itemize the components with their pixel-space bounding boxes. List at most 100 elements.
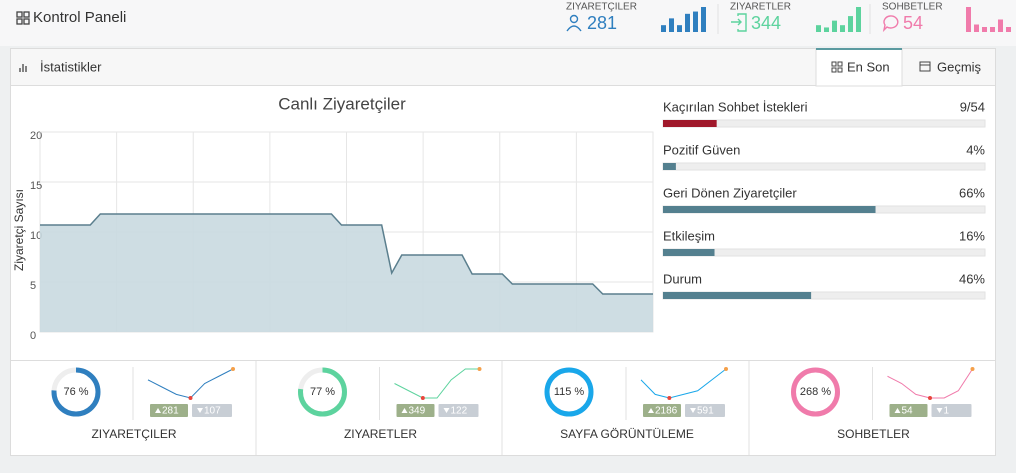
progress-label: Etkileşim [663, 228, 715, 243]
sparkline-last [724, 367, 728, 371]
stat-bar [966, 7, 971, 32]
progress-label: Pozitif Güven [663, 142, 740, 157]
down-value: 107 [204, 406, 221, 417]
y-axis-label: Ziyaretçi Sayısı [12, 189, 26, 271]
up-badge [643, 404, 681, 417]
sparkline-last [970, 367, 975, 371]
progress-label: Geri Dönen Ziyaretçiler [663, 185, 797, 200]
tab[interactable]: Geçmiş [937, 59, 982, 74]
down-value: 591 [697, 406, 714, 417]
sparkline [394, 368, 480, 399]
progress-bar [663, 292, 812, 299]
progress-bar [663, 206, 876, 213]
up-arrow [401, 408, 408, 413]
stat-bar [669, 18, 674, 32]
sparkline-min [667, 396, 672, 400]
stat-bar [998, 19, 1003, 32]
progress-label: Kaçırılan Sohbet İstekleri [663, 99, 808, 114]
donut [544, 367, 594, 417]
card-label: ZIYARETLER [344, 427, 417, 441]
y-tick-label: 0 [30, 330, 36, 342]
up-badge [396, 404, 435, 417]
progress-value: 16% [959, 228, 985, 243]
sparkline-min [928, 396, 932, 400]
tab[interactable]: En Son [847, 59, 890, 74]
sparkline-min [420, 396, 425, 400]
stat-bar [832, 20, 837, 32]
up-value: 281 [162, 406, 179, 417]
chart-title: Canlı Ziyaretçiler [278, 94, 406, 113]
stat-bar [701, 7, 706, 32]
stat-bar [661, 25, 666, 32]
stat-label: ZIYARETÇILER [566, 2, 637, 13]
progress-value: 9/54 [960, 99, 985, 114]
down-badge [685, 404, 725, 417]
sparkline-min [188, 396, 193, 400]
y-tick-label: 15 [30, 180, 42, 192]
up-arrow [155, 408, 161, 413]
page-title: Kontrol Paneli [33, 9, 126, 26]
dashboard-icon [16, 11, 30, 25]
stat-value: 344 [751, 13, 781, 33]
stat-bar [990, 27, 995, 32]
top-bar [0, 0, 1016, 46]
stat-bar [1006, 27, 1011, 32]
stat-label: SOHBETLER [882, 2, 943, 13]
down-badge [931, 404, 972, 417]
down-value: 122 [451, 406, 468, 417]
card-dividers [255, 361, 750, 455]
up-badge [889, 404, 928, 417]
down-badge [438, 404, 479, 417]
up-value: 54 [902, 406, 914, 417]
line [40, 213, 653, 295]
visit-icon [731, 13, 747, 32]
donut [51, 367, 101, 417]
stat-value: 54 [903, 13, 923, 33]
tab-active[interactable] [815, 48, 903, 87]
down-value: 1 [944, 406, 950, 417]
progress-track [662, 162, 986, 171]
down-badge [192, 404, 232, 417]
stat-bar [693, 11, 698, 32]
progress-bar [663, 163, 676, 170]
up-arrow [894, 408, 901, 413]
stat-bar [974, 24, 979, 32]
progress-bar [663, 120, 717, 127]
donut [791, 367, 840, 417]
down-arrow [690, 408, 696, 413]
stat-bar [816, 25, 821, 32]
stats-icon [19, 64, 27, 72]
up-arrow [648, 408, 654, 413]
progress-value: 4% [966, 142, 985, 157]
progress-value: 46% [959, 271, 985, 286]
area [40, 214, 653, 332]
down-arrow [443, 408, 450, 413]
donut [298, 367, 347, 417]
stat-label: ZIYARETLER [730, 2, 791, 13]
down-arrow [936, 408, 943, 413]
sparkline-last [477, 367, 482, 371]
stat-value: 281 [587, 13, 617, 33]
donut-label: 268 % [800, 386, 831, 398]
sparkline-last [231, 367, 235, 371]
up-value: 349 [409, 406, 426, 417]
card-label: ZIYARETÇILER [91, 427, 176, 441]
donut-label: 77 % [310, 386, 335, 398]
stat-bar [824, 27, 829, 32]
panel-title: İstatistikler [40, 59, 102, 74]
progress-bar [663, 249, 715, 256]
down-arrow [197, 408, 203, 413]
donut-label: 115 % [554, 386, 585, 398]
card-label: SAYFA GÖRÜNTÜLEME [560, 427, 694, 441]
visitor-icon [566, 14, 582, 32]
y-tick-label: 10 [30, 230, 42, 242]
chat-icon [882, 15, 899, 33]
y-tick-label: 5 [30, 280, 36, 292]
progress-label: Durum [663, 271, 702, 286]
progress-value: 66% [959, 185, 985, 200]
stat-bar [856, 7, 861, 32]
up-badge [150, 404, 188, 417]
grid-icon [831, 61, 843, 73]
